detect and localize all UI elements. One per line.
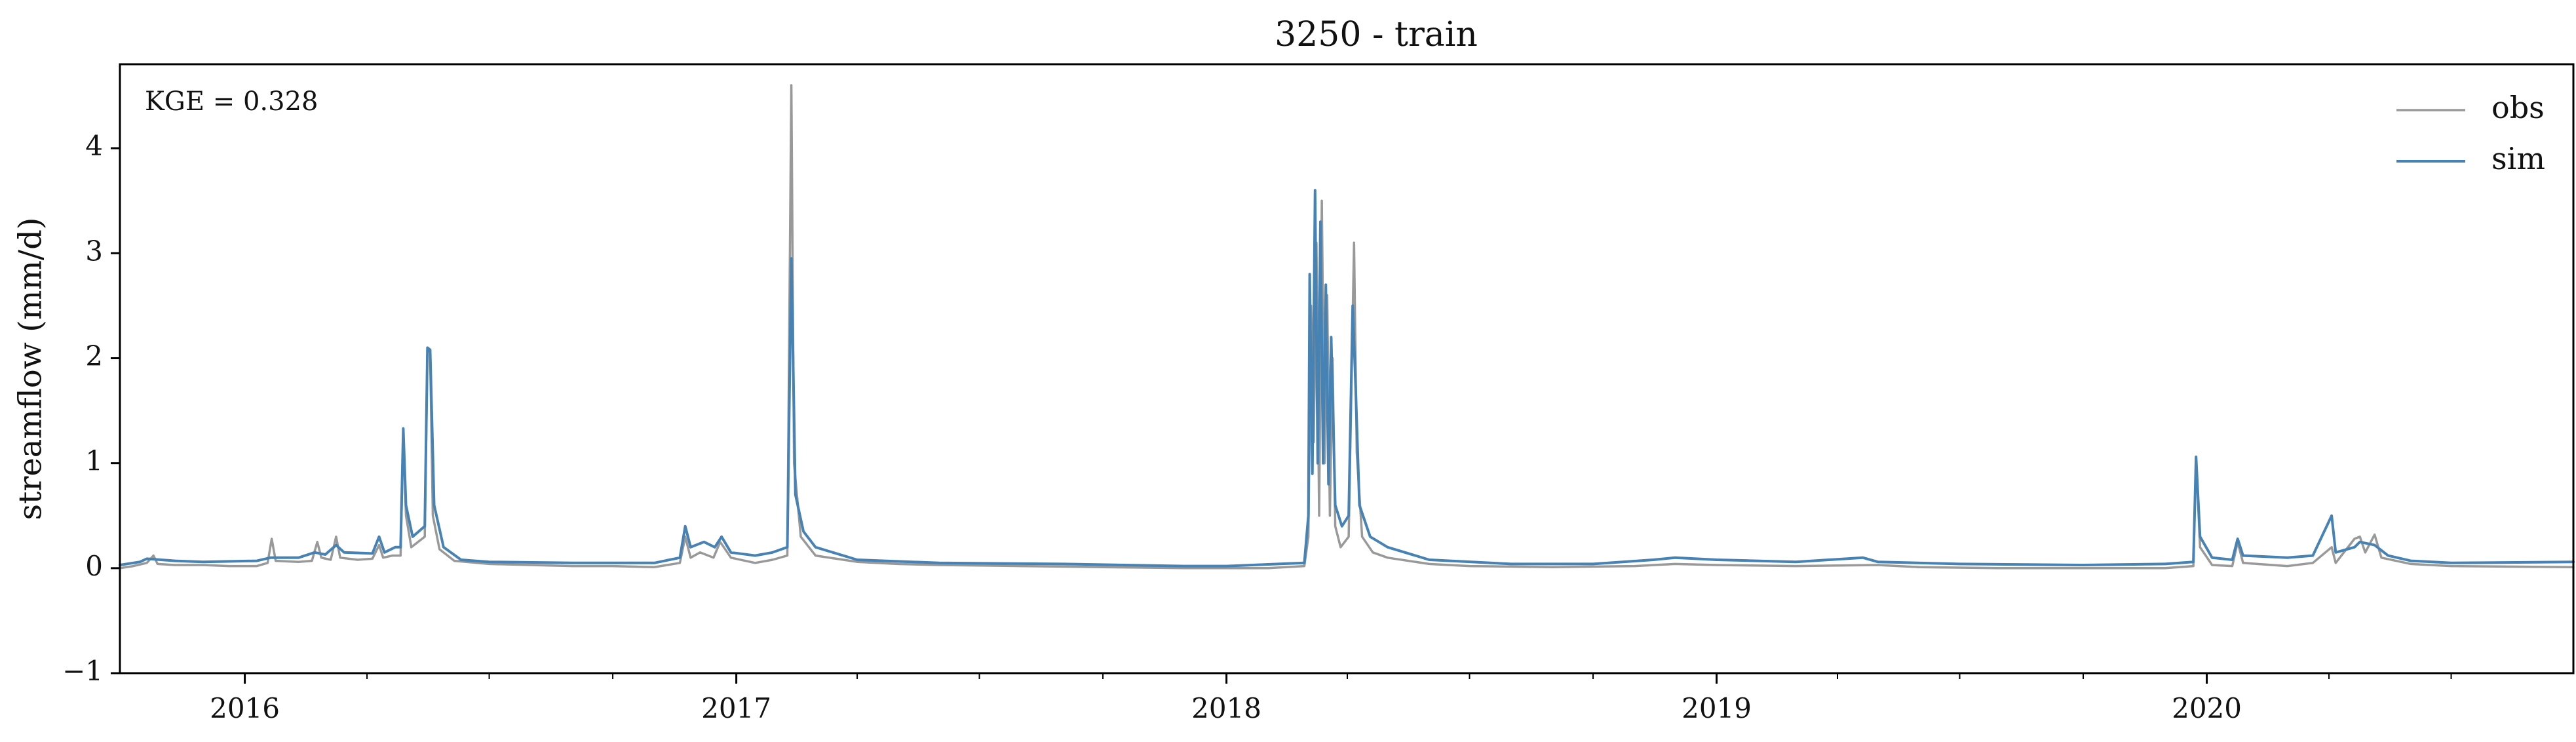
- y-axis-label: streamflow (mm/d): [12, 217, 49, 520]
- series-line-obs: [119, 84, 2575, 570]
- x-tick-label: 2019: [1682, 692, 1752, 724]
- kge-annotation: KGE = 0.328: [145, 87, 318, 117]
- legend-label-sim: sim: [2491, 141, 2545, 176]
- x-axis-ticks: 2016 2017 2018 2019 2020: [210, 673, 2452, 724]
- legend: obs sim: [2396, 90, 2545, 176]
- y-tick-label: 1: [85, 445, 103, 477]
- y-tick-label: 0: [85, 550, 103, 582]
- y-tick-label: 3: [85, 235, 103, 267]
- series-layer: [119, 84, 2575, 570]
- series-line-sim: [119, 189, 2575, 568]
- x-tick-label: 2020: [2172, 692, 2242, 724]
- y-axis-ticks: −1 0 1 2 3 4: [62, 130, 120, 687]
- chart-title: 3250 - train: [1275, 15, 1478, 54]
- x-tick-label: 2018: [1191, 692, 1261, 724]
- x-tick-label: 2016: [210, 692, 280, 724]
- x-tick-label: 2017: [701, 692, 771, 724]
- y-tick-label: 4: [85, 130, 103, 162]
- plot-frame: [119, 63, 2575, 674]
- y-tick-label: 2: [85, 340, 103, 372]
- legend-label-obs: obs: [2491, 90, 2545, 125]
- y-tick-label: −1: [62, 655, 103, 687]
